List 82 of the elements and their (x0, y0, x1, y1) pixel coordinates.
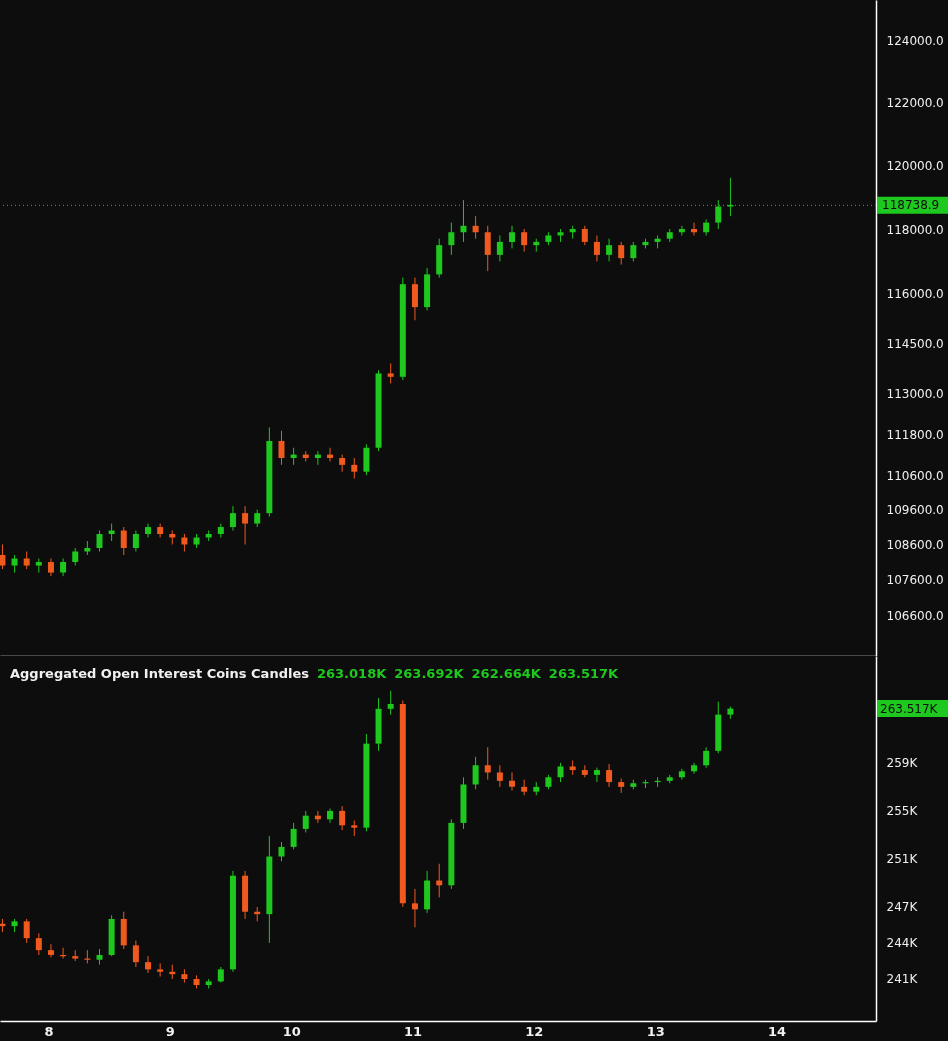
candlestick (678, 768, 685, 781)
y-tick-label: 122000.0 (886, 95, 944, 110)
candlestick (606, 763, 613, 788)
candlestick (363, 443, 370, 476)
x-tick-label: 9 (165, 1023, 175, 1039)
x-tick-label: 12 (525, 1023, 544, 1039)
candlestick (47, 943, 54, 958)
candlestick (496, 764, 503, 788)
candlestick (278, 430, 285, 466)
y-tick-label: 116000.0 (886, 287, 944, 302)
x-tick-label: 11 (403, 1023, 423, 1039)
y-tick-label: 241K (886, 972, 919, 987)
y-tick-label: 113000.0 (886, 387, 944, 402)
ref-line-label: 118738.9 (882, 198, 940, 213)
y-tick-label: 111800.0 (886, 427, 944, 442)
candlestick (0, 544, 6, 570)
x-tick-label: 13 (646, 1023, 665, 1039)
candlestick (521, 779, 528, 796)
candlestick (242, 505, 249, 545)
candlestick (229, 505, 236, 532)
candlestick (484, 225, 491, 272)
x-tick-label: 10 (282, 1023, 301, 1039)
candlestick (678, 225, 685, 236)
candlestick (691, 762, 698, 775)
annotation: 263.018K (316, 666, 387, 681)
candlestick (703, 746, 710, 769)
y-tick-label: 107600.0 (886, 573, 944, 588)
candlestick (339, 805, 346, 831)
y-tick-label: 108600.0 (886, 538, 944, 552)
candlestick (290, 822, 297, 850)
candlestick (581, 225, 588, 246)
candlestick (327, 807, 334, 824)
candlestick (606, 238, 613, 262)
y-tick-label: 259K (886, 756, 919, 771)
y-tick-label: 106600.0 (886, 608, 944, 623)
x-tick-label: 14 (767, 1023, 787, 1039)
candlestick (35, 932, 42, 956)
y-tick-label: 109600.0 (886, 503, 944, 518)
candlestick (96, 530, 103, 553)
candlestick (132, 530, 139, 553)
candlestick (145, 523, 152, 539)
candlestick (351, 457, 358, 480)
candlestick (630, 241, 637, 262)
candlestick (496, 234, 503, 262)
annotation: 263.692K (394, 666, 464, 681)
annotation: 263.517K (548, 666, 619, 681)
candlestick (448, 222, 455, 256)
y-tick-label: 251K (886, 852, 919, 867)
y-tick-label: 244K (886, 936, 919, 951)
candlestick (472, 215, 479, 240)
candlestick (278, 841, 285, 862)
y-tick-label: 247K (886, 900, 919, 915)
x-tick-label: 8 (44, 1023, 54, 1039)
candlestick (593, 767, 600, 783)
candlestick (472, 756, 479, 790)
candlestick (120, 526, 127, 556)
candlestick (509, 771, 516, 791)
candlestick (145, 955, 152, 974)
candlestick (411, 888, 418, 928)
candlestick (521, 228, 528, 253)
y-tick-label: 255K (886, 804, 919, 819)
candlestick (387, 362, 394, 384)
y-tick-label: 120000.0 (886, 158, 944, 173)
candlestick (484, 746, 491, 781)
candlestick (387, 690, 394, 716)
text: 263.517K (880, 701, 939, 716)
candlestick (132, 940, 139, 968)
candlestick (411, 277, 418, 321)
candlestick (23, 918, 30, 944)
candlestick (593, 234, 600, 262)
annotation: 262.664K (471, 666, 541, 681)
candlestick (339, 454, 346, 473)
y-tick-label: 114500.0 (886, 336, 944, 351)
candlestick (691, 222, 698, 236)
text: Aggregated Open Interest Coins Candles (10, 666, 309, 681)
y-tick-label: 110600.0 (886, 468, 944, 483)
y-tick-label: 124000.0 (886, 34, 944, 49)
candlestick (618, 241, 625, 266)
candlestick (302, 810, 309, 833)
y-tick-label: 118000.0 (886, 222, 944, 237)
candlestick (557, 762, 564, 783)
candlestick (509, 225, 516, 249)
